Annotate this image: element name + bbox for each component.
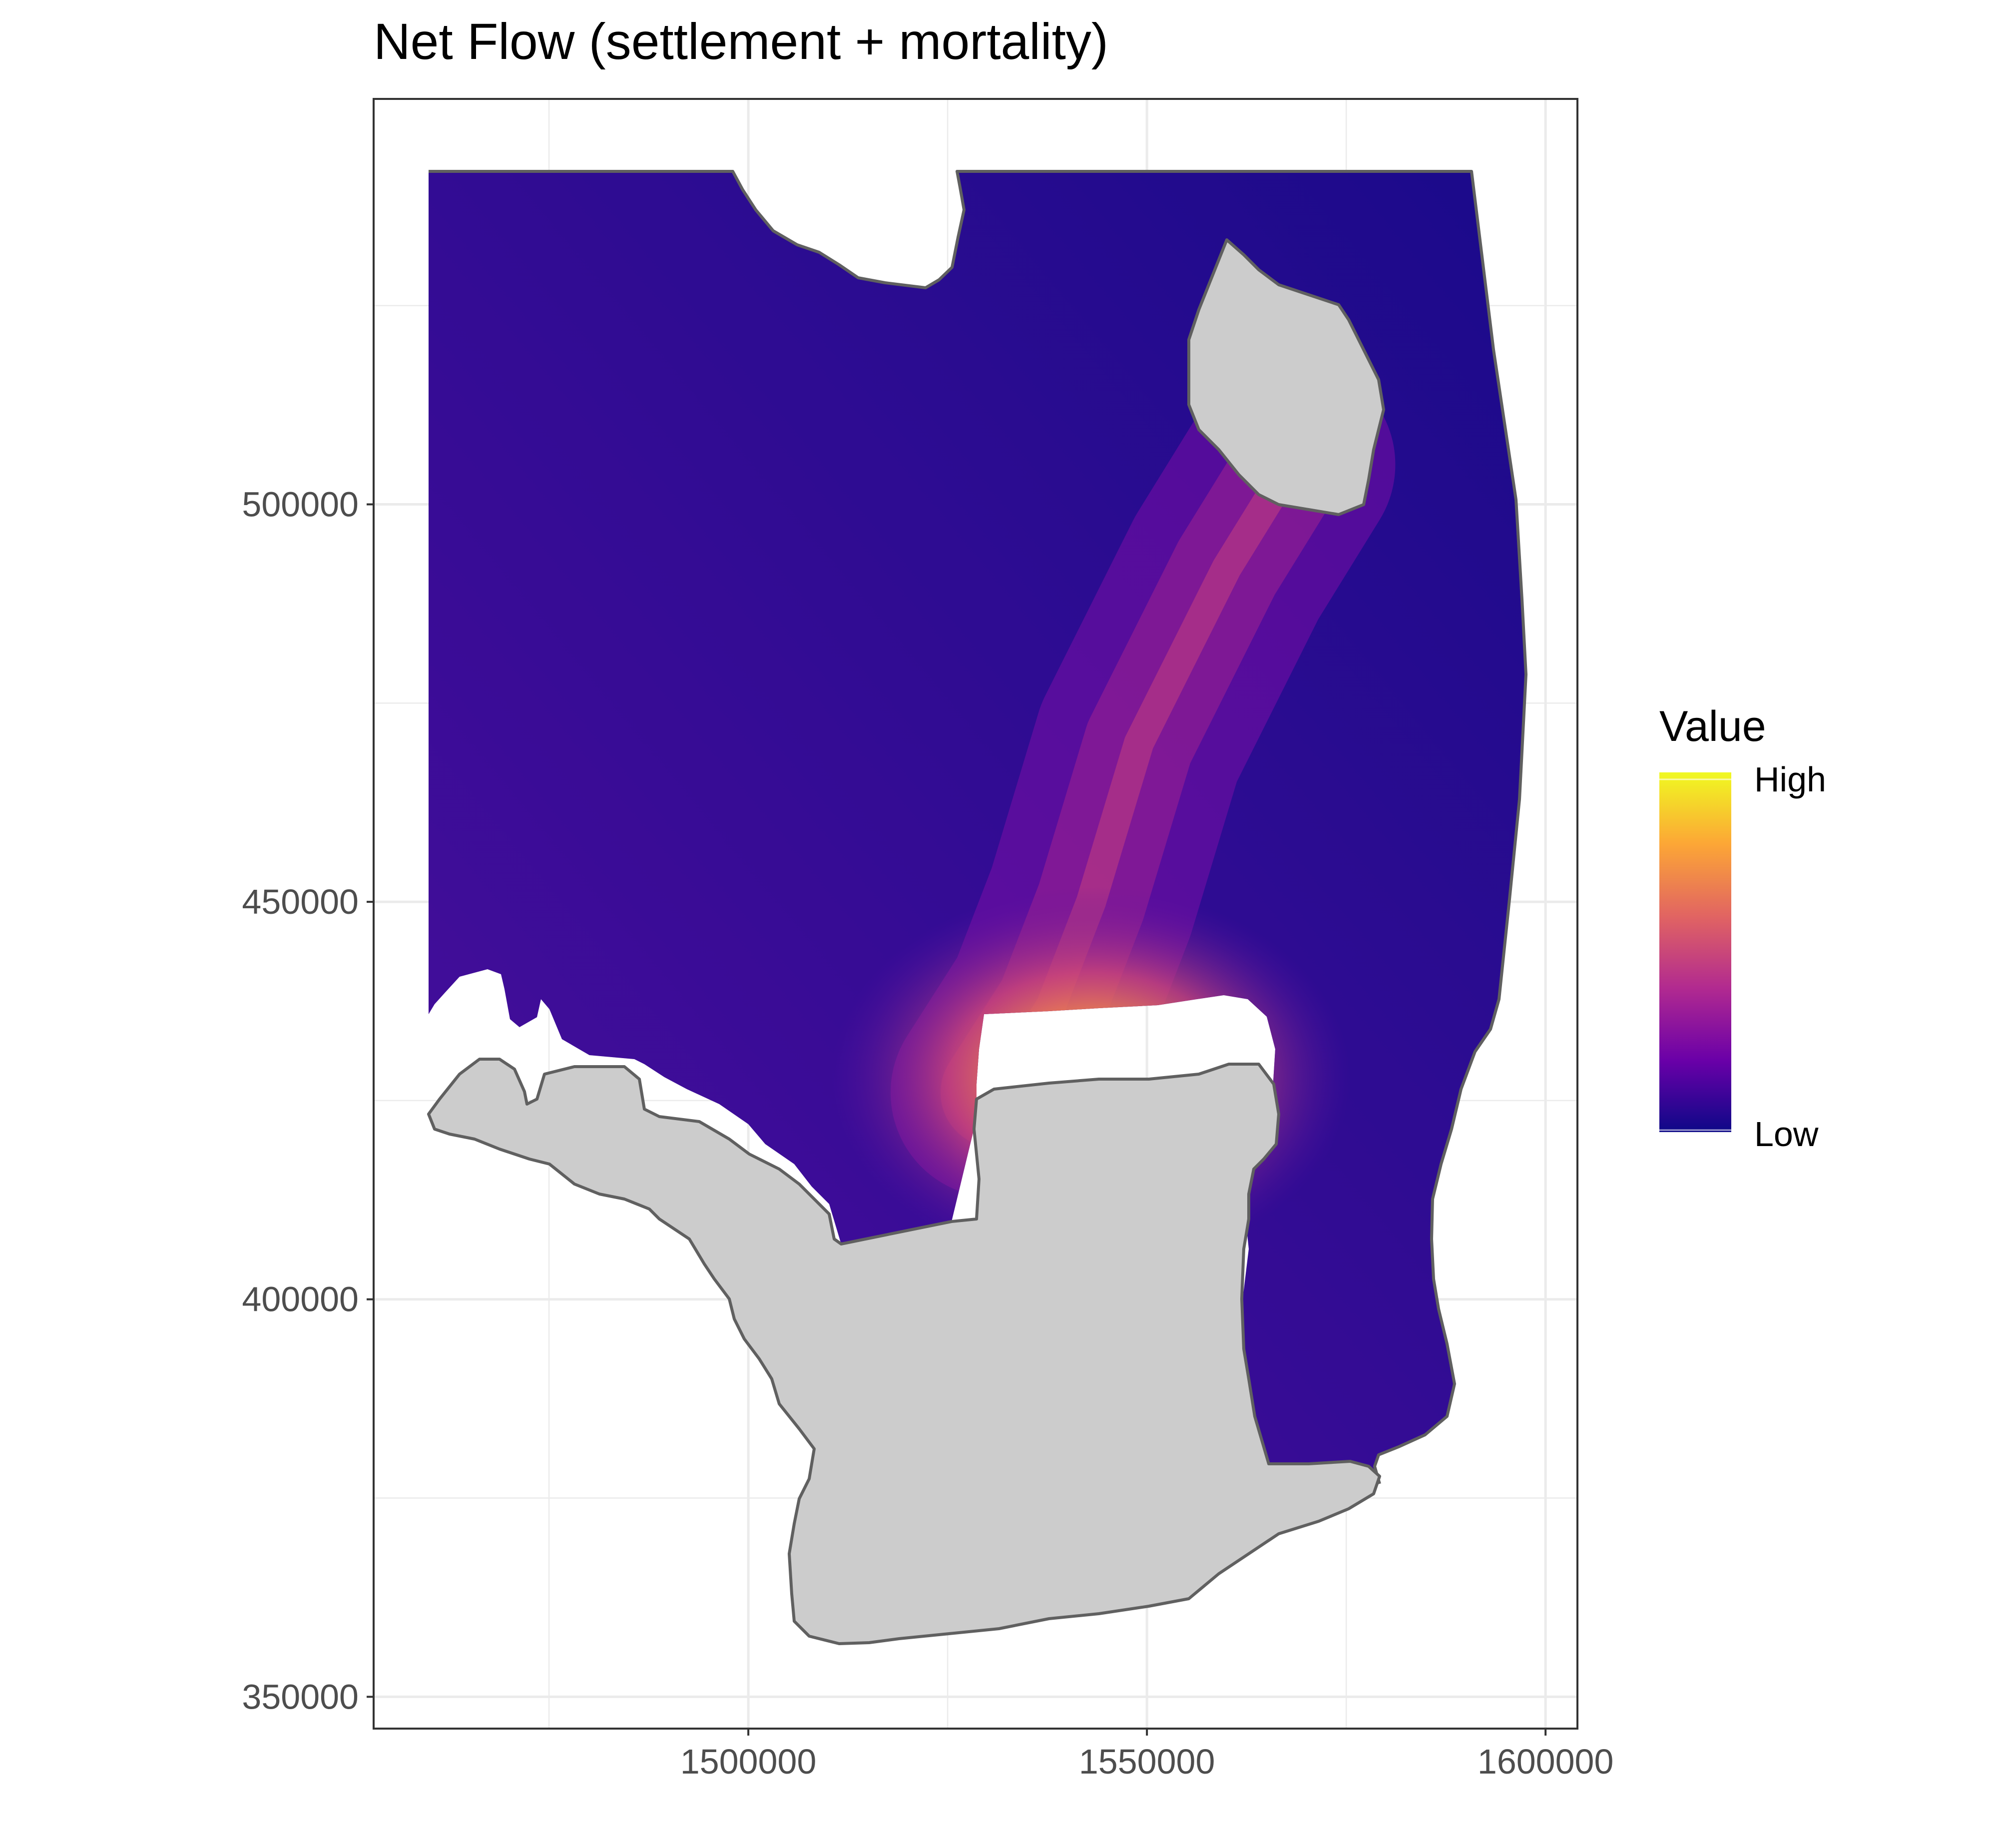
y-tick-label: 350000	[242, 1677, 359, 1716]
x-tick-label: 1550000	[1079, 1742, 1215, 1781]
chart-title: Net Flow (settlement + mortality)	[374, 13, 1108, 70]
legend-label-high: High	[1754, 760, 1826, 799]
legend: Value High Low	[1659, 702, 1826, 1154]
region-outline	[429, 170, 1527, 1484]
masked-area-north	[1187, 238, 1385, 516]
y-axis: 350000 400000 450000 500000	[242, 485, 374, 1716]
x-tick-label: 1600000	[1478, 1742, 1614, 1781]
plot-panel-border	[373, 98, 1578, 1730]
masked-area-south	[427, 1058, 1381, 1645]
y-tick-label: 400000	[242, 1280, 359, 1319]
y-tick-label: 500000	[242, 485, 359, 524]
legend-title: Value	[1659, 702, 1766, 750]
y-tick-label: 450000	[242, 882, 359, 921]
x-axis: 1500000 1550000 1600000	[680, 1729, 1614, 1781]
legend-colorbar	[1659, 772, 1731, 1132]
x-tick-label: 1500000	[680, 1742, 817, 1781]
legend-label-low: Low	[1754, 1115, 1819, 1154]
